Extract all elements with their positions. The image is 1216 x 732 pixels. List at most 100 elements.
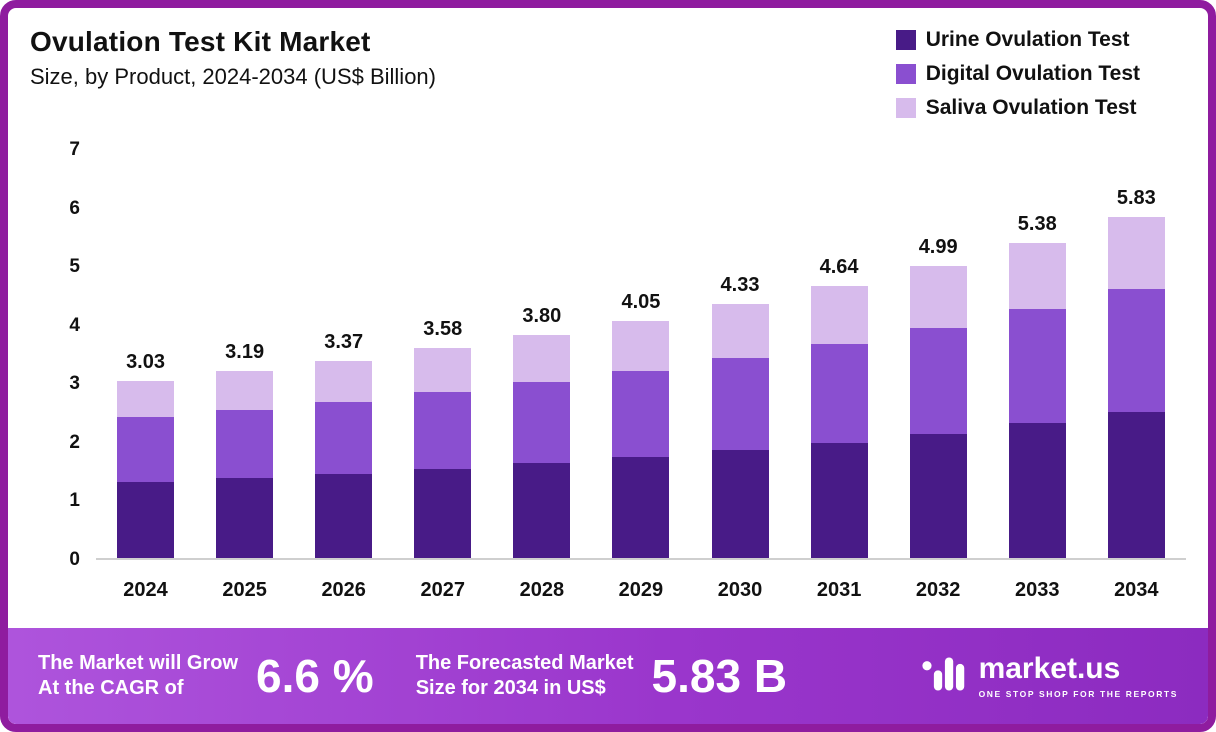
saliva-swatch-icon bbox=[895, 98, 916, 118]
bar-group-2030: 4.33 2030 bbox=[690, 150, 789, 601]
bar-stack-2024[interactable] bbox=[117, 380, 175, 558]
bar-segment-2031-urine-ovulation-test[interactable] bbox=[810, 442, 868, 558]
bar-segment-2026-saliva-ovulation-test[interactable] bbox=[315, 360, 373, 402]
bar-segment-2025-urine-ovulation-test[interactable] bbox=[216, 477, 274, 558]
bar-segment-2030-urine-ovulation-test[interactable] bbox=[711, 449, 769, 558]
x-tick-2034: 2034 bbox=[1114, 579, 1159, 601]
bar-segment-2032-saliva-ovulation-test[interactable] bbox=[909, 265, 967, 328]
bar-segment-2034-digital-ovulation-test[interactable] bbox=[1107, 288, 1165, 412]
bar-total-label-2028: 3.80 bbox=[522, 305, 562, 328]
bar-segment-2028-urine-ovulation-test[interactable] bbox=[513, 463, 571, 558]
bar-segment-2025-saliva-ovulation-test[interactable] bbox=[216, 371, 274, 411]
bar-total-label-2030: 4.33 bbox=[720, 274, 760, 297]
legend: Urine Ovulation Test Digital Ovulation T… bbox=[895, 26, 1186, 120]
bar-stack-2033[interactable] bbox=[1008, 242, 1066, 558]
bar-group-2027: 3.58 2027 bbox=[393, 150, 492, 601]
bar-segment-2033-urine-ovulation-test[interactable] bbox=[1008, 423, 1066, 558]
cagr-label: The Market will Grow At the CAGR of bbox=[38, 651, 238, 701]
bar-stack-2026[interactable] bbox=[315, 360, 373, 558]
y-tick-1: 1 bbox=[69, 490, 80, 512]
bar-stack-2034[interactable] bbox=[1107, 216, 1165, 558]
y-tick-0: 0 bbox=[69, 549, 80, 570]
bar-segment-2024-saliva-ovulation-test[interactable] bbox=[117, 380, 175, 418]
bar-stack-2025[interactable] bbox=[216, 371, 274, 558]
urine-swatch-icon bbox=[895, 30, 916, 50]
x-tick-2025: 2025 bbox=[222, 579, 267, 601]
bar-group-2026: 3.37 2026 bbox=[294, 150, 393, 601]
legend-item-digital: Digital Ovulation Test bbox=[895, 62, 1140, 86]
bar-group-2025: 3.19 2025 bbox=[195, 150, 294, 601]
bar-segment-2025-digital-ovulation-test[interactable] bbox=[216, 410, 274, 478]
bar-group-2031: 4.64 2031 bbox=[790, 150, 889, 601]
bar-stack-2030[interactable] bbox=[711, 304, 769, 558]
brand-tagline: ONE STOP SHOP FOR THE REPORTS bbox=[978, 688, 1178, 699]
bar-segment-2030-digital-ovulation-test[interactable] bbox=[711, 357, 769, 450]
bar-stack-2027[interactable] bbox=[414, 348, 472, 558]
bar-total-label-2032: 4.99 bbox=[918, 235, 958, 258]
bar-segment-2027-urine-ovulation-test[interactable] bbox=[414, 468, 472, 558]
bar-segment-2029-digital-ovulation-test[interactable] bbox=[612, 370, 670, 458]
x-tick-2028: 2028 bbox=[519, 579, 565, 601]
bar-total-label-2026: 3.37 bbox=[324, 330, 364, 353]
bar-segment-2033-saliva-ovulation-test[interactable] bbox=[1008, 242, 1066, 310]
brand-name: market.us bbox=[978, 651, 1121, 685]
bar-segment-2029-urine-ovulation-test[interactable] bbox=[612, 457, 670, 558]
forecast-value: 5.83 B bbox=[651, 650, 788, 702]
x-tick-2032: 2032 bbox=[915, 579, 961, 601]
legend-label-urine: Urine Ovulation Test bbox=[925, 28, 1130, 51]
bar-stack-2031[interactable] bbox=[810, 286, 868, 558]
bar-total-label-2025: 3.19 bbox=[225, 341, 265, 364]
bar-stack-2028[interactable] bbox=[513, 335, 571, 558]
bar-total-label-2033: 5.38 bbox=[1017, 212, 1057, 235]
bar-segment-2028-digital-ovulation-test[interactable] bbox=[513, 382, 571, 464]
bar-segment-2027-digital-ovulation-test[interactable] bbox=[414, 392, 472, 469]
bar-segment-2024-urine-ovulation-test[interactable] bbox=[117, 481, 175, 558]
x-tick-2029: 2029 bbox=[618, 579, 664, 601]
chart-header: Ovulation Test Kit Market Size, by Produ… bbox=[30, 26, 1186, 120]
bar-segment-2024-digital-ovulation-test[interactable] bbox=[117, 417, 175, 482]
y-tick-4: 4 bbox=[69, 314, 80, 336]
forecast-label-line1: The Forecasted Market bbox=[415, 652, 634, 674]
y-tick-5: 5 bbox=[69, 256, 80, 278]
legend-item-urine: Urine Ovulation Test bbox=[895, 28, 1140, 52]
page-title: Ovulation Test Kit Market bbox=[30, 26, 371, 57]
x-tick-2033: 2033 bbox=[1014, 579, 1060, 601]
x-tick-2031: 2031 bbox=[816, 579, 862, 601]
bar-group-2034: 5.83 2034 bbox=[1087, 150, 1186, 601]
bar-total-label-2024: 3.03 bbox=[126, 350, 165, 373]
x-tick-2024: 2024 bbox=[123, 579, 168, 601]
brand-block: market.us ONE STOP SHOP FOR THE REPORTS bbox=[921, 651, 1178, 702]
bar-segment-2034-saliva-ovulation-test[interactable] bbox=[1107, 216, 1165, 289]
y-axis: 7 6 5 4 3 2 1 0 bbox=[30, 139, 96, 570]
y-tick-2: 2 bbox=[69, 431, 80, 453]
plot-area: 3.03 2024 3.19 2025 3.37 2026 3.58 2027 3.80 2028… bbox=[96, 150, 1186, 601]
bar-segment-2027-saliva-ovulation-test[interactable] bbox=[414, 348, 472, 393]
bar-group-2029: 4.05 2029 bbox=[591, 150, 690, 601]
bar-segment-2033-digital-ovulation-test[interactable] bbox=[1008, 309, 1066, 424]
bar-stack-2029[interactable] bbox=[612, 320, 670, 558]
bar-segment-2028-saliva-ovulation-test[interactable] bbox=[513, 335, 571, 383]
brand-text: market.us ONE STOP SHOP FOR THE REPORTS bbox=[978, 651, 1178, 699]
bar-segment-2031-saliva-ovulation-test[interactable] bbox=[810, 286, 868, 344]
digital-swatch-icon bbox=[895, 64, 916, 84]
x-tick-2027: 2027 bbox=[420, 579, 466, 601]
x-tick-2030: 2030 bbox=[717, 579, 763, 601]
bar-group-2032: 4.99 2032 bbox=[889, 150, 988, 601]
bar-group-2024: 3.03 2024 bbox=[96, 150, 195, 601]
bar-stack-2032[interactable] bbox=[909, 265, 967, 558]
bar-segment-2032-digital-ovulation-test[interactable] bbox=[909, 327, 967, 434]
bar-segment-2031-digital-ovulation-test[interactable] bbox=[810, 343, 868, 443]
stacked-bar-chart: 7 6 5 4 3 2 1 0 3.03 2024 3.19 2025 3.37 2026 3.58 202… bbox=[30, 139, 1186, 601]
bar-segment-2029-saliva-ovulation-test[interactable] bbox=[612, 320, 670, 371]
marketus-logo-icon bbox=[921, 651, 967, 702]
forecast-label: The Forecasted Market Size for 2034 in U… bbox=[416, 651, 634, 701]
bar-segment-2026-digital-ovulation-test[interactable] bbox=[315, 401, 373, 474]
bar-segment-2026-urine-ovulation-test[interactable] bbox=[315, 473, 373, 558]
bar-segment-2032-urine-ovulation-test[interactable] bbox=[909, 433, 967, 558]
y-tick-6: 6 bbox=[69, 197, 80, 219]
bar-segment-2034-urine-ovulation-test[interactable] bbox=[1107, 411, 1165, 558]
y-tick-3: 3 bbox=[69, 373, 80, 395]
bar-total-label-2027: 3.58 bbox=[423, 318, 463, 341]
cagr-label-line1: The Market will Grow bbox=[38, 652, 239, 674]
bar-segment-2030-saliva-ovulation-test[interactable] bbox=[711, 304, 769, 358]
